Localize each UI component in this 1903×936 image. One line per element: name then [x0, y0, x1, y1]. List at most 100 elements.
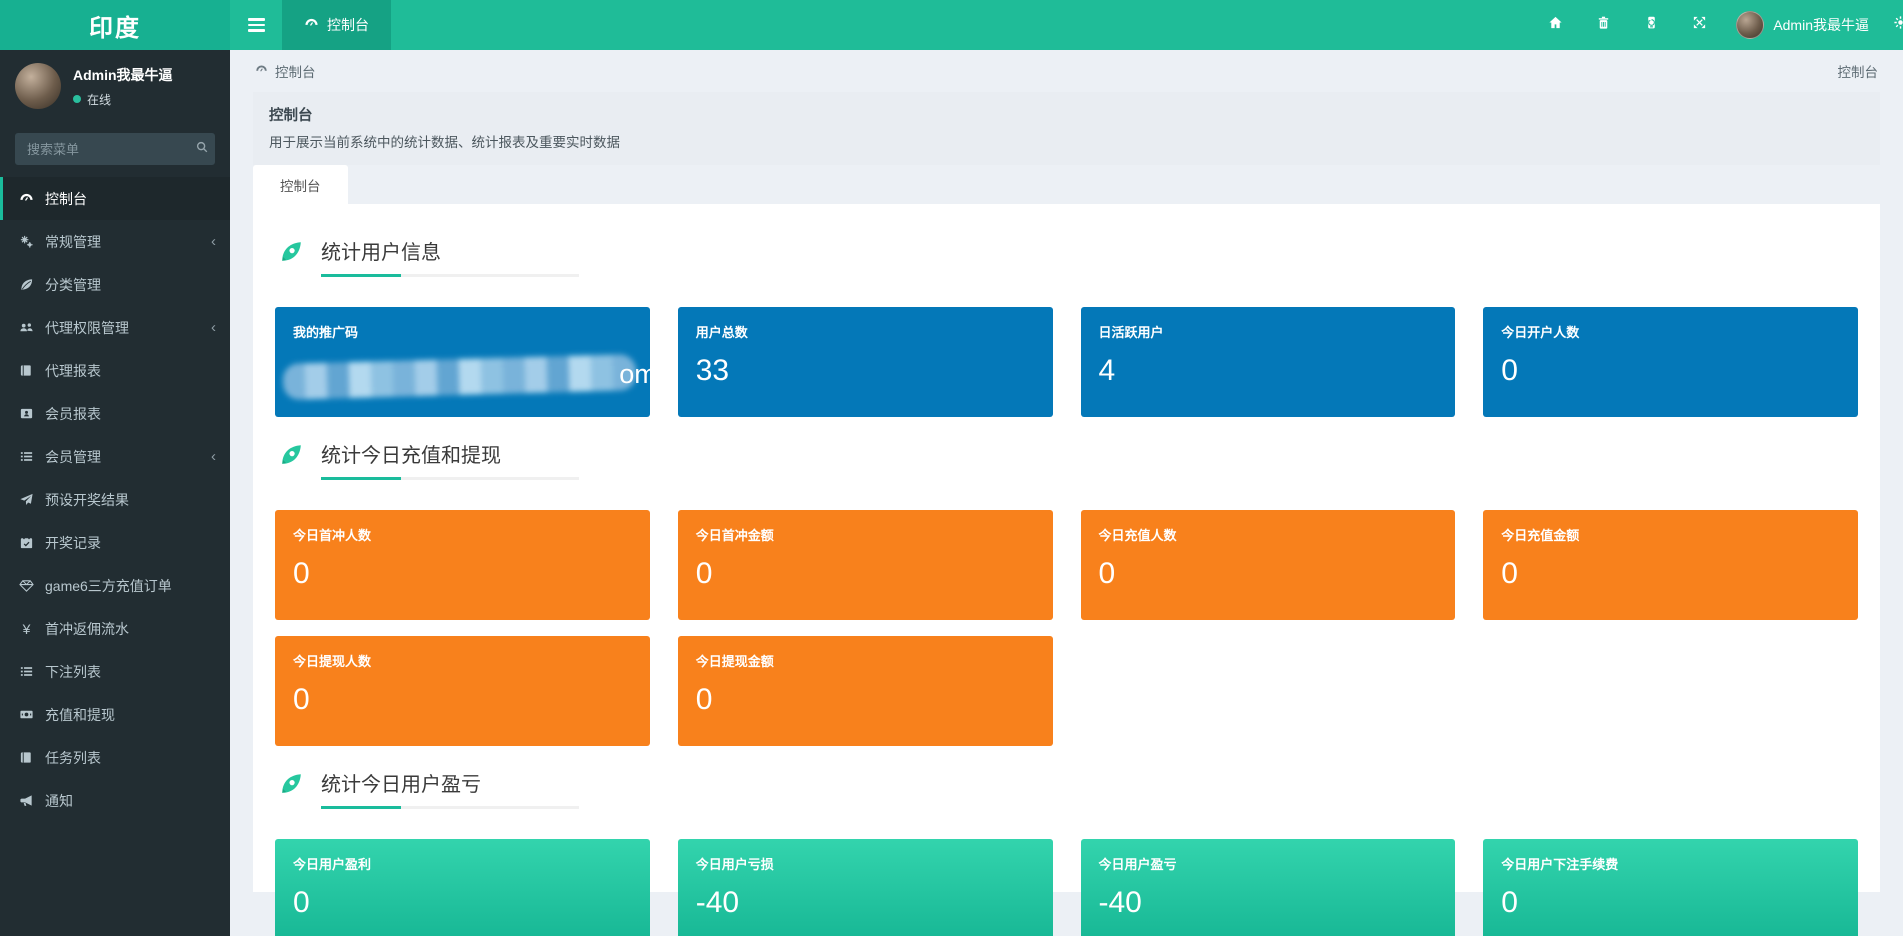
sidebar-item-13[interactable]: 任务列表 [0, 736, 230, 779]
stat-card-value: -40 [1098, 886, 1142, 919]
online-dot [73, 95, 81, 103]
stat-card-label: 今日用户盈亏 [1098, 857, 1177, 872]
stat-card[interactable]: 今日提现金额 0 [677, 636, 1053, 746]
masked-promo-url [282, 354, 637, 400]
sidebar-item-4[interactable]: 代理报表 [0, 349, 230, 392]
stat-card-value: -40 [695, 886, 740, 919]
sidebar-item-6[interactable]: 会员管理 ‹ [0, 435, 230, 478]
tab-console[interactable]: 控制台 [253, 165, 348, 204]
clear-cache-icon[interactable] [1630, 0, 1672, 50]
sidebar-item-label: game6三方充值订单 [45, 577, 172, 594]
sidebar-item-8[interactable]: 开奖记录 [0, 521, 230, 564]
bullhorn-icon [18, 793, 35, 808]
sidebar-item-2[interactable]: 分类管理 [0, 263, 230, 306]
stat-card[interactable]: 我的推广码 om [275, 307, 650, 417]
navbar-user-menu[interactable]: Admin我最牛逼 [1726, 11, 1879, 39]
sidebar-item-10[interactable]: ¥ 首冲返佣流水 [0, 607, 230, 650]
avatar [1736, 11, 1765, 39]
sidebar-item-9[interactable]: game6三方充值订单 [0, 564, 230, 607]
section-title: 统计今日充值和提现 [321, 445, 501, 467]
sidebar-item-label: 开奖记录 [45, 534, 101, 551]
breadcrumb: 控制台 控制台 [253, 50, 1880, 92]
stat-card-label: 今日首冲人数 [293, 528, 372, 543]
money-bill-icon [18, 707, 35, 722]
gauge-icon [18, 191, 35, 206]
stat-card[interactable]: 今日充值金额 0 [1483, 510, 1858, 620]
stat-card-label: 日活跃用户 [1098, 325, 1164, 340]
stat-card[interactable]: 今日用户盈亏 -40 [1080, 839, 1456, 936]
sidebar-item-11[interactable]: 下注列表 [0, 650, 230, 693]
stat-card[interactable]: 今日充值人数 0 [1080, 510, 1456, 620]
stat-card-value: 0 [293, 683, 310, 716]
chevron-left-icon: ‹ [211, 233, 216, 250]
stat-card-value: 0 [293, 886, 310, 919]
section-underline [321, 274, 579, 277]
sidebar-item-label: 代理报表 [45, 362, 101, 379]
section-header-0: 统计用户信息 [277, 236, 1858, 277]
section-header-2: 统计今日用户盈亏 [277, 768, 1858, 809]
sidebar-search [15, 133, 215, 165]
stat-card[interactable]: 今日用户亏损 -40 [677, 839, 1053, 936]
stat-card[interactable]: 今日开户人数 0 [1483, 307, 1858, 417]
sidebar-toggle-button[interactable] [230, 0, 282, 50]
stat-card-label: 今日提现金额 [695, 654, 774, 669]
navbar-tab-console[interactable]: 控制台 [282, 0, 391, 50]
sidebar-item-5[interactable]: 会员报表 [0, 392, 230, 435]
sidebar-item-1[interactable]: 常规管理 ‹ [0, 220, 230, 263]
sidebar-item-label: 首冲返佣流水 [45, 620, 129, 637]
sidebar-user-name: Admin我最牛逼 [73, 66, 173, 83]
stat-card-value: 0 [1098, 557, 1116, 590]
gauge-icon [255, 63, 268, 79]
breadcrumb-right: 控制台 [1837, 65, 1879, 80]
stat-card-value: 0 [695, 557, 713, 590]
stat-card[interactable]: 今日首冲人数 0 [275, 510, 650, 620]
section-header-1: 统计今日充值和提现 [277, 439, 1858, 480]
calendar-check-icon [18, 535, 35, 550]
sidebar-item-14[interactable]: 通知 [0, 779, 230, 822]
section-title: 统计用户信息 [321, 242, 441, 264]
stat-card-label: 今日充值金额 [1501, 528, 1580, 543]
stat-card-value: 0 [1501, 354, 1518, 387]
list-icon [18, 664, 35, 679]
rocket-icon [277, 441, 307, 474]
sidebar-user-panel: Admin我最牛逼 在线 [0, 50, 230, 123]
trash-icon[interactable] [1582, 0, 1624, 50]
stat-card-label: 今日用户盈利 [293, 857, 372, 872]
dashboard-body: 统计用户信息我的推广码 om 用户总数 33 日活跃用户 4 今日开户人数 0 统计今日充值和提… [253, 204, 1880, 936]
stat-card[interactable]: 今日用户盈利 0 [275, 839, 650, 936]
sidebar-item-3[interactable]: 代理权限管理 ‹ [0, 306, 230, 349]
stat-card[interactable]: 今日首冲金额 0 [677, 510, 1053, 620]
sidebar-item-label: 代理权限管理 [45, 319, 129, 336]
stat-card-label: 今日开户人数 [1501, 325, 1580, 340]
sidebar-user-status: 在线 [73, 91, 173, 108]
sidebar-item-12[interactable]: 充值和提现 [0, 693, 230, 736]
gear-icon[interactable] [1885, 0, 1903, 50]
chevron-left-icon: ‹ [211, 448, 216, 465]
card-grid-1: 今日首冲人数 0 今日首冲金额 0 今日充值人数 0 今日充值金额 0 今日提现人数 0 今日提现金… [275, 510, 1858, 746]
sidebar-item-label: 充值和提现 [45, 706, 115, 723]
app-logo[interactable]: 印度 [0, 0, 230, 50]
book-icon [18, 750, 35, 765]
sidebar-menu: 控制台 常规管理 ‹ 分类管理 代理权限管理 ‹ 代理报表 会员报表 会员管理 ‹ 预设开奖结果 开奖… [0, 177, 230, 822]
leaf-icon [18, 277, 35, 292]
search-icon[interactable] [195, 140, 209, 159]
stat-card[interactable]: 今日提现人数 0 [275, 636, 650, 746]
breadcrumb-left[interactable]: 控制台 [255, 61, 316, 81]
search-input[interactable] [15, 133, 215, 165]
section-underline [321, 477, 579, 480]
fullscreen-icon[interactable] [1678, 0, 1720, 50]
sidebar-item-label: 预设开奖结果 [45, 491, 129, 508]
sidebar-item-0[interactable]: 控制台 [0, 177, 230, 220]
home-icon[interactable] [1534, 0, 1576, 50]
stat-card-label: 今日提现人数 [293, 654, 372, 669]
sidebar-item-7[interactable]: 预设开奖结果 [0, 478, 230, 521]
stat-card[interactable]: 用户总数 33 [677, 307, 1053, 417]
stat-card-value: 0 [1501, 557, 1518, 590]
paper-plane-icon [18, 492, 35, 507]
stat-card[interactable]: 今日用户下注手续费 0 [1483, 839, 1858, 936]
navbar-tab-label: 控制台 [327, 17, 369, 33]
stat-card[interactable]: 日活跃用户 4 [1080, 307, 1456, 417]
users-icon [18, 320, 35, 335]
card-grid-0: 我的推广码 om 用户总数 33 日活跃用户 4 今日开户人数 0 [275, 307, 1858, 417]
